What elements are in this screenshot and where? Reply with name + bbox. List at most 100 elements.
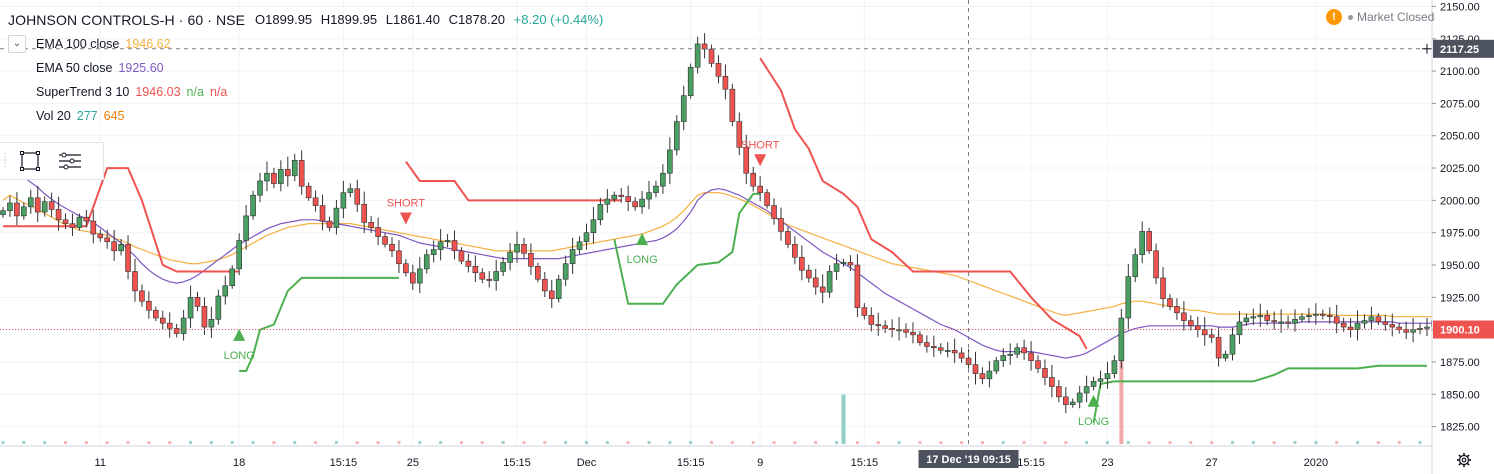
candle-body (208, 319, 215, 328)
candle-body (840, 262, 847, 265)
candle-body (271, 172, 277, 184)
candle-body (333, 207, 340, 228)
volume-bar (522, 441, 526, 444)
candle-body (1090, 381, 1097, 387)
y-tick-label: 2150.00 (1440, 1, 1480, 13)
indicator-volume[interactable]: Vol 20 277 645 (8, 104, 608, 128)
candle-body (250, 194, 256, 217)
candle-body (1146, 231, 1152, 252)
volume-bar (314, 441, 318, 444)
candle-body (278, 169, 284, 184)
candle-body (1028, 352, 1034, 361)
candle-body (1174, 306, 1180, 314)
candle-body (1417, 328, 1423, 330)
volume-bar (230, 441, 234, 444)
indicator-name: SuperTrend 3 10 (36, 85, 130, 99)
x-tick-label: 15:15 (330, 457, 358, 469)
candle-body (694, 43, 701, 68)
long-label: LONG (224, 350, 255, 362)
x-tick-label: 25 (407, 457, 419, 469)
candle-body (1299, 316, 1305, 320)
signal-markers: LONG SHORT LONG SHORT LONG (224, 139, 1110, 427)
y-tick-label: 2025.00 (1440, 163, 1480, 175)
ema50-line (2, 158, 1441, 359)
chevron-down-icon[interactable]: ⌄ (8, 35, 26, 53)
candle-body (1257, 315, 1264, 318)
candle-body (1035, 360, 1041, 369)
market-status-label: Market Closed (1357, 10, 1435, 24)
candle-body (521, 244, 527, 254)
candle-body (889, 328, 895, 330)
indicator-value: 277 (76, 109, 98, 123)
x-tick-label: 23 (1101, 457, 1113, 469)
candle-body (264, 172, 270, 182)
volume-bar (897, 441, 901, 444)
candle-body (1104, 373, 1111, 380)
axis-background (1432, 0, 1494, 474)
candle-body (1354, 322, 1361, 330)
indicator-ema100[interactable]: ⌄ EMA 100 close 1946.62 (8, 32, 608, 56)
market-status[interactable]: ! Market Closed (1326, 9, 1434, 25)
crosshair (0, 0, 1432, 446)
volume-bar (1272, 441, 1276, 444)
candle-body (1396, 326, 1403, 330)
candle-body (979, 373, 986, 380)
volume-bar (772, 441, 776, 444)
volume-bar (1085, 441, 1089, 444)
chart-legend: JOHNSON CONTROLS-H · 60 · NSE O1899.95 H… (8, 8, 608, 128)
candle-body (69, 223, 76, 228)
volume-bar (459, 441, 463, 444)
gear-icon[interactable] (1456, 452, 1472, 473)
volume-bar (876, 441, 880, 444)
indicator-value: 645 (103, 109, 125, 123)
candle-body (625, 196, 631, 202)
candle-body (354, 188, 361, 205)
candle-body (639, 198, 645, 208)
y-tick-label: 1975.00 (1440, 228, 1480, 240)
candle-body (1243, 317, 1250, 323)
long-arrow-icon (1087, 394, 1100, 407)
candle-body (1062, 396, 1069, 405)
volume-bar (605, 441, 609, 444)
high-value: H1899.95 (320, 12, 378, 27)
short-arrow-icon (399, 212, 412, 225)
candle-body (48, 201, 55, 210)
ema100-path (2, 192, 1441, 318)
volume-bar (918, 441, 922, 444)
long-label: LONG (1078, 416, 1109, 428)
candle-body (854, 264, 861, 308)
list-settings-icon[interactable] (50, 146, 90, 176)
rectangle-select-icon[interactable] (10, 146, 50, 176)
drag-handle-icon[interactable]: ⋮ ⋮ (0, 152, 10, 169)
volume-bar (355, 441, 359, 444)
candle-body (673, 121, 680, 151)
symbol-title[interactable]: JOHNSON CONTROLS-H · 60 · NSE (8, 12, 246, 28)
indicator-supertrend[interactable]: SuperTrend 3 10 1946.03 n/a n/a (8, 80, 608, 104)
candle-body (27, 197, 34, 208)
candle-body (1069, 401, 1076, 405)
volume-bar (855, 441, 859, 444)
candle-body (305, 185, 312, 199)
candle-body (1042, 368, 1048, 378)
candle-body (194, 297, 201, 307)
last-price-tag (1433, 320, 1494, 339)
candle-body (430, 249, 437, 255)
volume-bar (376, 441, 380, 444)
volume-bar (793, 441, 797, 444)
low-value: L1861.40 (385, 12, 441, 27)
candle-body (201, 306, 208, 328)
candle-body (868, 315, 875, 325)
candle-body (1076, 392, 1083, 403)
volume-bar (1418, 441, 1422, 444)
indicator-value: 1925.60 (118, 61, 164, 75)
crosshair-price-label: 2117.25 (1440, 44, 1479, 56)
candle-body (771, 205, 777, 219)
candle-body (451, 240, 458, 252)
candle-body (1014, 347, 1020, 355)
candle-body (284, 169, 291, 177)
candle-body (847, 262, 854, 266)
volume-bar (126, 441, 130, 444)
indicator-ema50[interactable]: EMA 50 close 1925.60 (8, 56, 608, 80)
candle-body (826, 271, 833, 293)
